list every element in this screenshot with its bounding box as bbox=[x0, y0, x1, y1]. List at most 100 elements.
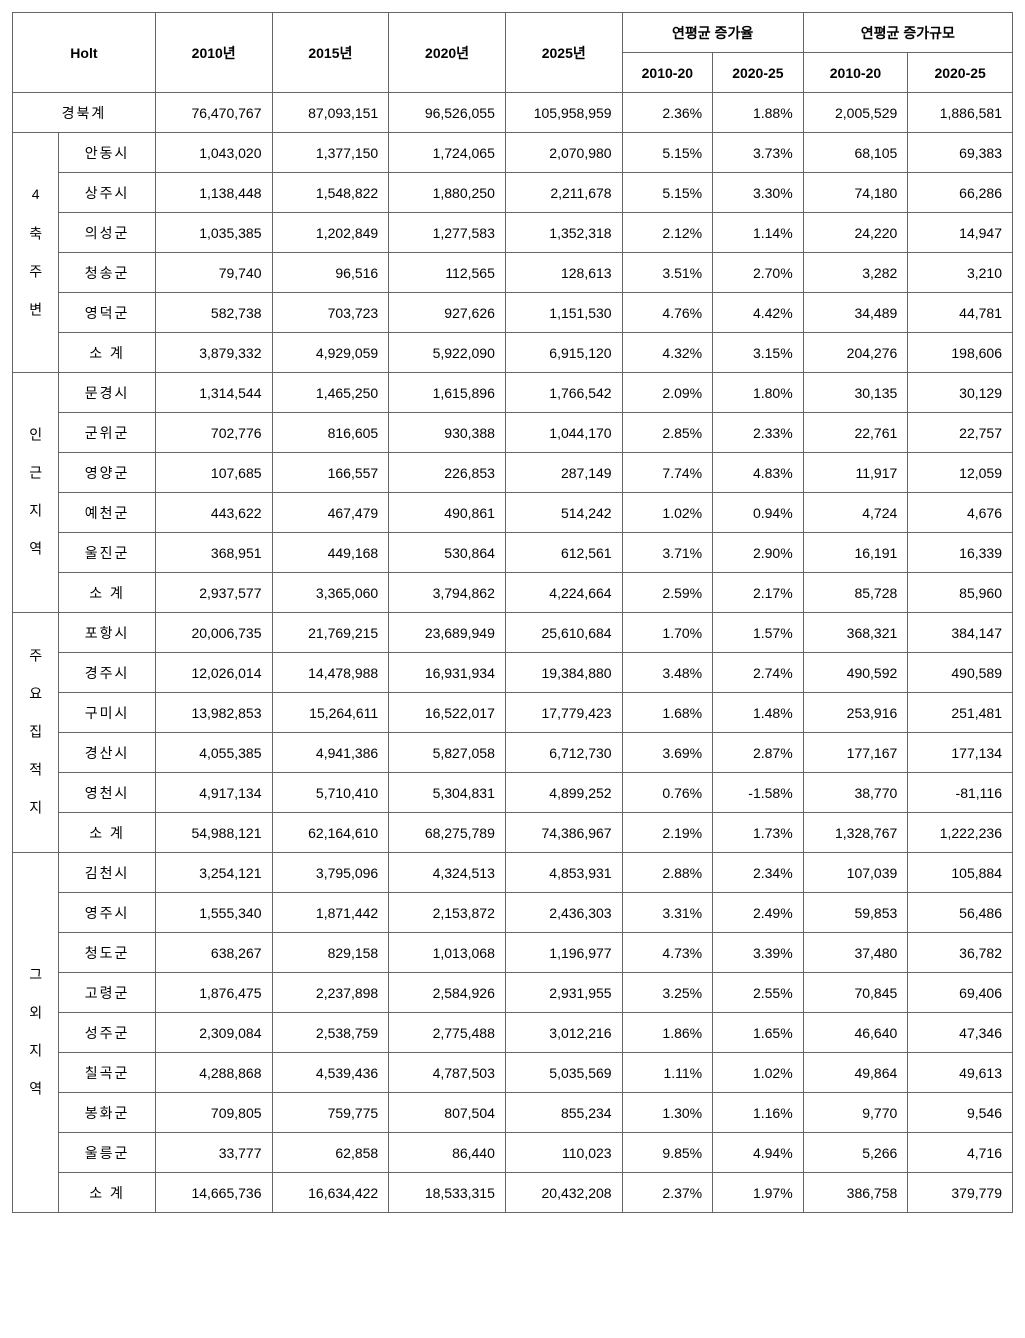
header-scale-2020-25: 2020-25 bbox=[908, 53, 1013, 93]
row-r2: 2.33% bbox=[713, 413, 804, 453]
row-s1: 34,489 bbox=[803, 293, 908, 333]
row-s1: 85,728 bbox=[803, 573, 908, 613]
row-2010: 443,622 bbox=[155, 493, 272, 533]
row-r2: 2.17% bbox=[713, 573, 804, 613]
row-name: 청도군 bbox=[59, 933, 156, 973]
row-2010: 638,267 bbox=[155, 933, 272, 973]
row-2025: 1,151,530 bbox=[505, 293, 622, 333]
row-2015: 3,795,096 bbox=[272, 853, 389, 893]
total-s1: 2,005,529 bbox=[803, 93, 908, 133]
row-s1: 16,191 bbox=[803, 533, 908, 573]
row-r1: 3.69% bbox=[622, 733, 713, 773]
row-s2: 36,782 bbox=[908, 933, 1013, 973]
header-2015: 2015년 bbox=[272, 13, 389, 93]
row-2015: 816,605 bbox=[272, 413, 389, 453]
row-name: 상주시 bbox=[59, 173, 156, 213]
row-s1: 68,105 bbox=[803, 133, 908, 173]
row-s1: 368,321 bbox=[803, 613, 908, 653]
row-r2: 3.15% bbox=[713, 333, 804, 373]
row-2015: 3,365,060 bbox=[272, 573, 389, 613]
row-s1: 11,917 bbox=[803, 453, 908, 493]
row-r2: 1.57% bbox=[713, 613, 804, 653]
row-s2: 30,129 bbox=[908, 373, 1013, 413]
row-2020: 5,827,058 bbox=[389, 733, 506, 773]
row-s1: 204,276 bbox=[803, 333, 908, 373]
row-r2: 1.97% bbox=[713, 1173, 804, 1213]
total-row: 경북계76,470,76787,093,15196,526,055105,958… bbox=[13, 93, 1013, 133]
row-r1: 2.09% bbox=[622, 373, 713, 413]
row-2020: 5,922,090 bbox=[389, 333, 506, 373]
row-s1: 4,724 bbox=[803, 493, 908, 533]
row-2020: 16,931,934 bbox=[389, 653, 506, 693]
row-r1: 2.88% bbox=[622, 853, 713, 893]
row-s1: 30,135 bbox=[803, 373, 908, 413]
row-r1: 0.76% bbox=[622, 773, 713, 813]
table-row: 그 외 지 역김천시3,254,1213,795,0964,324,5134,8… bbox=[13, 853, 1013, 893]
row-r1: 1.02% bbox=[622, 493, 713, 533]
row-2020: 1,724,065 bbox=[389, 133, 506, 173]
row-2020: 4,787,503 bbox=[389, 1053, 506, 1093]
row-r1: 1.68% bbox=[622, 693, 713, 733]
row-2015: 703,723 bbox=[272, 293, 389, 333]
row-2015: 1,465,250 bbox=[272, 373, 389, 413]
group-header: 4 축 주 변 bbox=[13, 133, 59, 373]
row-2015: 21,769,215 bbox=[272, 613, 389, 653]
table-row: 소 계2,937,5773,365,0603,794,8624,224,6642… bbox=[13, 573, 1013, 613]
row-2020: 4,324,513 bbox=[389, 853, 506, 893]
row-2020: 930,388 bbox=[389, 413, 506, 453]
row-2015: 467,479 bbox=[272, 493, 389, 533]
row-name: 울진군 bbox=[59, 533, 156, 573]
row-2015: 62,858 bbox=[272, 1133, 389, 1173]
total-r1: 2.36% bbox=[622, 93, 713, 133]
row-2015: 1,548,822 bbox=[272, 173, 389, 213]
row-2010: 13,982,853 bbox=[155, 693, 272, 733]
table-row: 구미시13,982,85315,264,61116,522,01717,779,… bbox=[13, 693, 1013, 733]
group-header: 주 요 집 적 지 bbox=[13, 613, 59, 853]
row-r2: 0.94% bbox=[713, 493, 804, 533]
row-2010: 1,138,448 bbox=[155, 173, 272, 213]
row-s2: 4,676 bbox=[908, 493, 1013, 533]
group-header: 인 근 지 역 bbox=[13, 373, 59, 613]
row-s1: 38,770 bbox=[803, 773, 908, 813]
row-2025: 20,432,208 bbox=[505, 1173, 622, 1213]
table-row: 울진군368,951449,168530,864612,5613.71%2.90… bbox=[13, 533, 1013, 573]
row-r2: 1.14% bbox=[713, 213, 804, 253]
row-2015: 1,202,849 bbox=[272, 213, 389, 253]
row-r2: 1.73% bbox=[713, 813, 804, 853]
table-row: 소 계54,988,12162,164,61068,275,78974,386,… bbox=[13, 813, 1013, 853]
row-name: 예천군 bbox=[59, 493, 156, 533]
row-2010: 79,740 bbox=[155, 253, 272, 293]
total-2025: 105,958,959 bbox=[505, 93, 622, 133]
header-rate-2020-25: 2020-25 bbox=[713, 53, 804, 93]
row-r1: 3.31% bbox=[622, 893, 713, 933]
row-name: 안동시 bbox=[59, 133, 156, 173]
row-s1: 74,180 bbox=[803, 173, 908, 213]
row-s2: 198,606 bbox=[908, 333, 1013, 373]
row-s2: 379,779 bbox=[908, 1173, 1013, 1213]
row-name: 칠곡군 bbox=[59, 1053, 156, 1093]
row-2025: 5,035,569 bbox=[505, 1053, 622, 1093]
row-name: 성주군 bbox=[59, 1013, 156, 1053]
row-2025: 4,899,252 bbox=[505, 773, 622, 813]
header-rate-2010-20: 2010-20 bbox=[622, 53, 713, 93]
total-2010: 76,470,767 bbox=[155, 93, 272, 133]
row-2020: 86,440 bbox=[389, 1133, 506, 1173]
row-r1: 3.25% bbox=[622, 973, 713, 1013]
row-2020: 5,304,831 bbox=[389, 773, 506, 813]
row-r1: 4.32% bbox=[622, 333, 713, 373]
row-2020: 927,626 bbox=[389, 293, 506, 333]
row-r1: 9.85% bbox=[622, 1133, 713, 1173]
row-2015: 1,871,442 bbox=[272, 893, 389, 933]
row-2025: 287,149 bbox=[505, 453, 622, 493]
row-s1: 107,039 bbox=[803, 853, 908, 893]
row-s1: 1,328,767 bbox=[803, 813, 908, 853]
row-name: 소 계 bbox=[59, 1173, 156, 1213]
header-2020: 2020년 bbox=[389, 13, 506, 93]
row-2025: 3,012,216 bbox=[505, 1013, 622, 1053]
row-s2: 22,757 bbox=[908, 413, 1013, 453]
row-name: 군위군 bbox=[59, 413, 156, 453]
row-2025: 2,211,678 bbox=[505, 173, 622, 213]
row-s2: 66,286 bbox=[908, 173, 1013, 213]
row-2010: 3,879,332 bbox=[155, 333, 272, 373]
table-row: 상주시1,138,4481,548,8221,880,2502,211,6785… bbox=[13, 173, 1013, 213]
